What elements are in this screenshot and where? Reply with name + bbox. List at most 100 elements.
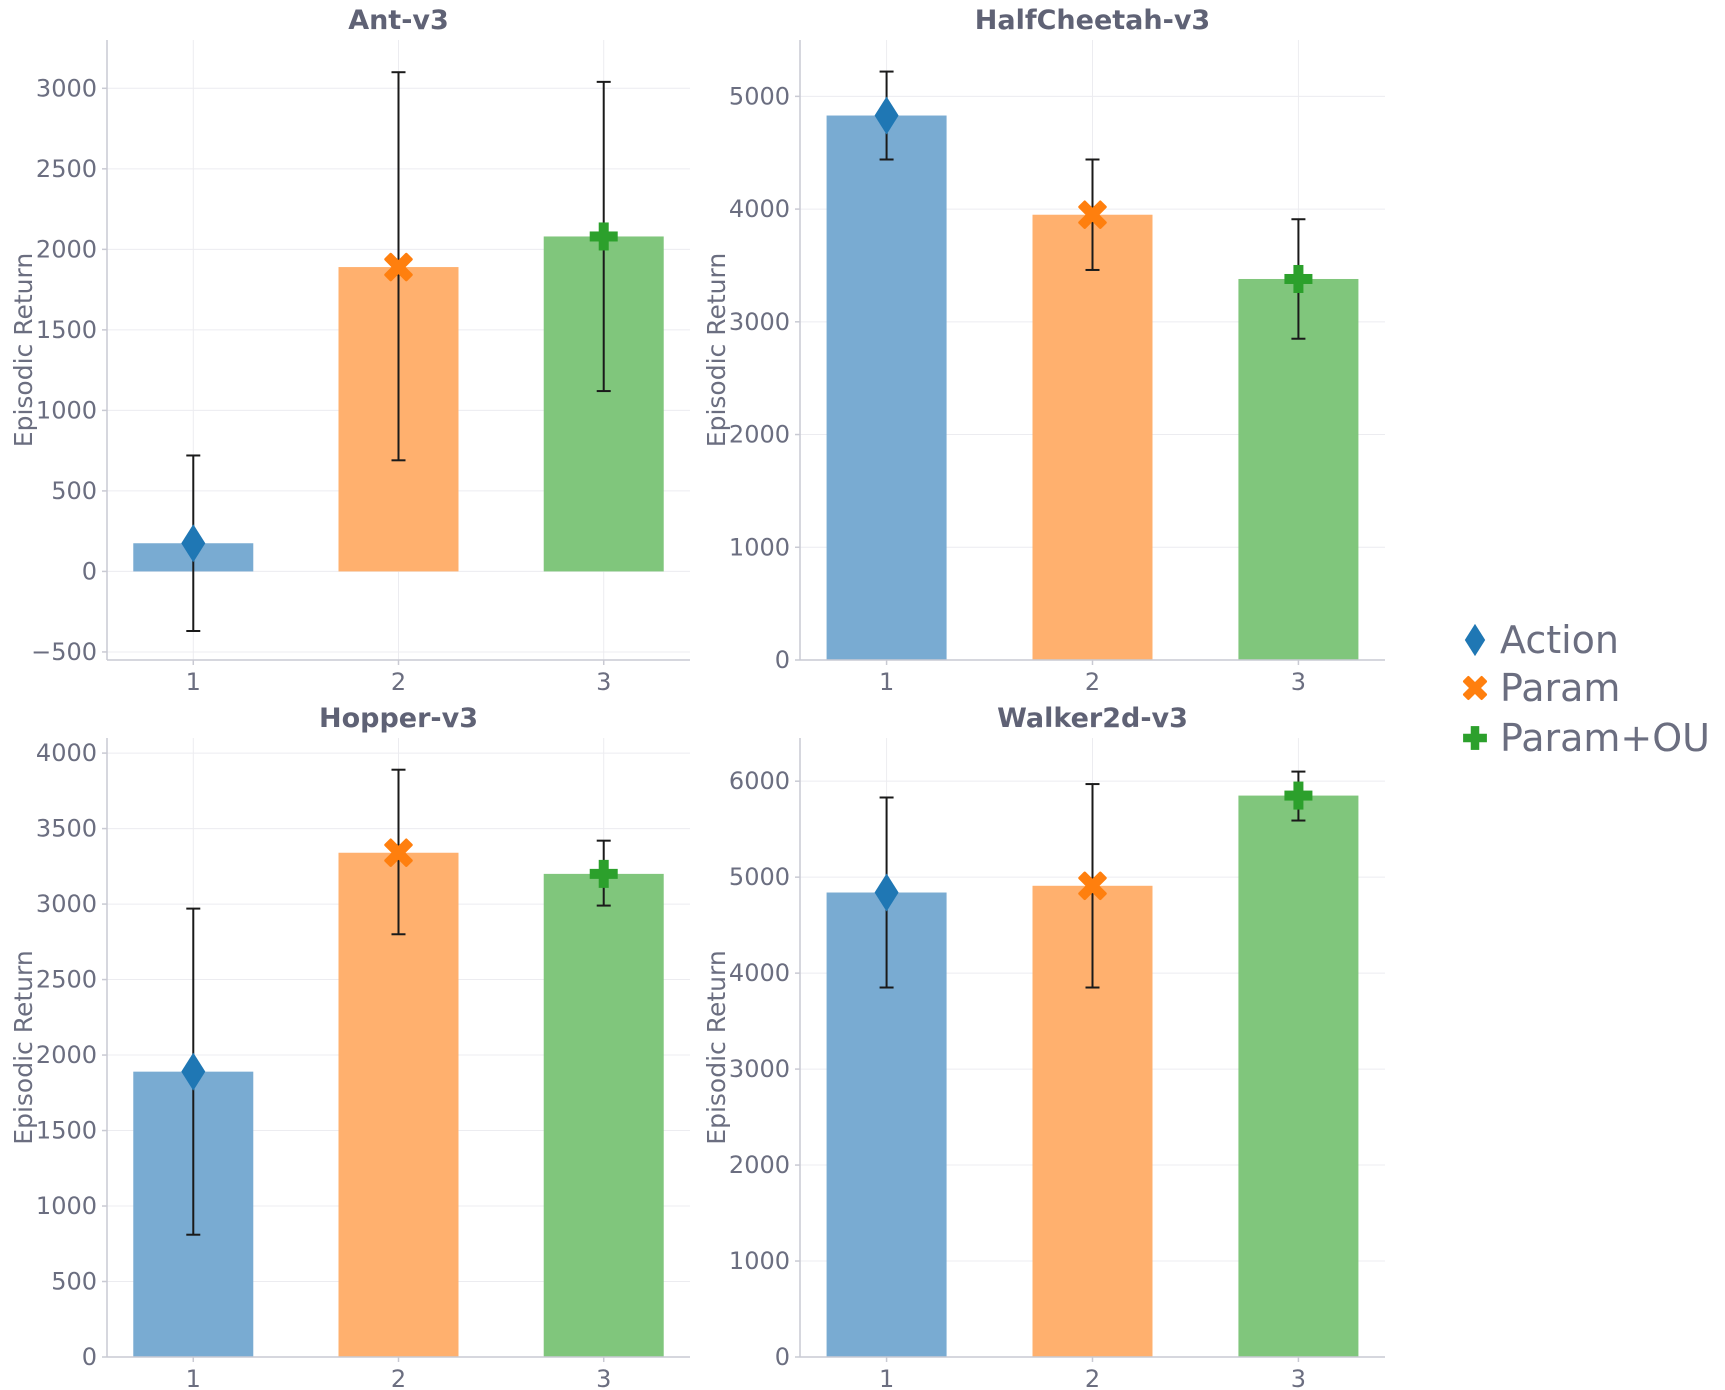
subplot-walker2d: 0 1000 2000 3000 4000 5000 6000 1 2 3 Walker2d-v3…: [702, 703, 1385, 1390]
marker-walker2d-3: [1284, 781, 1313, 810]
ytick-label-walker2d-3: 3000: [729, 1055, 790, 1083]
title-walker2d: Walker2d-v3: [997, 703, 1188, 734]
marker-hopper-2-stroke-b: [384, 838, 413, 867]
ytick-label-hopper-3: 1500: [36, 1117, 97, 1145]
legend-label-action: Action: [1500, 618, 1619, 662]
legend-label-param: Param: [1500, 666, 1620, 710]
ytick-label-halfcheetah-3: 3000: [729, 308, 790, 336]
marker-walker2d-2: [1078, 871, 1107, 901]
xtick-label-hopper-0: 1: [186, 1365, 201, 1390]
ytick-label-halfcheetah-1: 1000: [729, 533, 790, 561]
legend-plus-shape-stroke-b: [1470, 726, 1480, 750]
marker-hopper-3: [589, 859, 618, 888]
subplot-hopper: 0 500 1000 1500 2000 2500 3000 3500 4000 1 2 3 Hopp…: [9, 703, 690, 1390]
ytick-label-hopper-7: 3500: [36, 815, 97, 843]
marker-ant-2-stroke-b: [384, 252, 413, 282]
ytick-label-halfcheetah-0: 0: [775, 646, 790, 674]
markers-hopper: [181, 838, 618, 1091]
ytick-label-walker2d-0: 0: [775, 1343, 790, 1371]
ticks-walker2d: 0 1000 2000 3000 4000 5000 6000 1 2 3: [729, 767, 1306, 1390]
markers-walker2d: [874, 781, 1313, 912]
legend-x-shape: [1462, 675, 1488, 701]
ytick-label-ant-0: −500: [31, 638, 97, 666]
xtick-label-ant-2: 3: [596, 668, 611, 696]
ytick-label-walker2d-2: 2000: [729, 1151, 790, 1179]
marker-hopper-1: [181, 1052, 206, 1091]
ytick-label-halfcheetah-4: 4000: [729, 195, 790, 223]
ytick-label-walker2d-4: 4000: [729, 959, 790, 987]
ticks-halfcheetah: 0 1000 2000 3000 4000 5000 1 2 3: [729, 82, 1306, 696]
ytick-label-walker2d-6: 6000: [729, 767, 790, 795]
marker-ant-3-stroke-b: [598, 222, 609, 251]
ytick-label-ant-7: 3000: [36, 74, 97, 102]
ytick-label-walker2d-1: 1000: [729, 1247, 790, 1275]
ytick-label-walker2d-5: 5000: [729, 863, 790, 891]
marker-ant-2: [384, 252, 413, 282]
marker-walker2d-2-stroke-b: [1078, 871, 1107, 901]
legend-diamond-shape: [1464, 623, 1486, 657]
bars-halfcheetah: [826, 115, 1359, 660]
legend-label-param-ou: Param+OU: [1500, 716, 1710, 760]
legend-marker-param-ou: [1463, 726, 1487, 750]
xtick-label-ant-0: 1: [186, 668, 201, 696]
marker-hopper-2: [384, 838, 413, 867]
title-halfcheetah: HalfCheetah-v3: [975, 5, 1210, 36]
ylabel-hopper: Episodic Return: [9, 950, 38, 1144]
ytick-label-ant-4: 1500: [36, 316, 97, 344]
bar-hopper-3: [543, 873, 664, 1357]
ticks-hopper: 0 500 1000 1500 2000 2500 3000 3500 4000 1 2 3: [36, 739, 611, 1390]
ytick-label-hopper-1: 500: [51, 1268, 97, 1296]
ylabel-halfcheetah: Episodic Return: [702, 253, 731, 447]
markers-ant: [181, 222, 618, 563]
ytick-label-ant-1: 0: [82, 557, 97, 585]
ticks-ant: −500 0 500 1000 1500 2000 2500 3000 1 2 3: [31, 74, 611, 696]
ytick-label-ant-6: 2500: [36, 155, 97, 183]
bars-hopper: [133, 852, 664, 1357]
ytick-label-hopper-2: 1000: [36, 1192, 97, 1220]
subplot-ant: −500 0 500 1000 1500 2000 2500 3000 1 2 3 Ant-v3 E…: [9, 5, 690, 696]
marker-hopper-3-stroke-b: [598, 859, 609, 888]
xtick-label-walker2d-1: 2: [1085, 1365, 1100, 1390]
xtick-label-walker2d-2: 3: [1291, 1365, 1306, 1390]
title-hopper: Hopper-v3: [319, 703, 478, 734]
bar-halfcheetah-1: [826, 115, 947, 660]
xtick-label-ant-1: 2: [391, 668, 406, 696]
bar-hopper-2: [338, 852, 459, 1357]
markers-halfcheetah: [874, 96, 1313, 293]
ytick-label-halfcheetah-5: 5000: [729, 82, 790, 110]
ytick-label-hopper-4: 2000: [36, 1041, 97, 1069]
ytick-label-halfcheetah-2: 2000: [729, 421, 790, 449]
ytick-label-hopper-5: 2500: [36, 966, 97, 994]
legend: Action Param Param+OU: [1462, 618, 1710, 760]
marker-ant-1: [181, 524, 206, 563]
xtick-label-hopper-1: 2: [391, 1365, 406, 1390]
marker-halfcheetah-2-stroke-b: [1078, 200, 1107, 229]
title-ant: Ant-v3: [348, 5, 449, 36]
ylabel-walker2d: Episodic Return: [702, 950, 731, 1144]
bar-halfcheetah-2: [1032, 214, 1153, 660]
ytick-label-hopper-6: 3000: [36, 890, 97, 918]
marker-halfcheetah-3-stroke-b: [1293, 264, 1304, 293]
legend-x-shape-stroke-b: [1462, 675, 1488, 701]
legend-plus-shape: [1463, 726, 1487, 750]
legend-marker-action: [1464, 623, 1486, 657]
marker-ant-3: [589, 222, 618, 251]
xtick-label-halfcheetah-1: 2: [1085, 668, 1100, 696]
marker-walker2d-3-stroke-b: [1293, 781, 1304, 810]
ytick-label-ant-5: 2000: [36, 235, 97, 263]
marker-walker2d-1: [874, 873, 899, 912]
ytick-label-ant-3: 1000: [36, 396, 97, 424]
marker-halfcheetah-2: [1078, 200, 1107, 229]
bar-halfcheetah-3: [1238, 278, 1359, 660]
ytick-label-hopper-8: 4000: [36, 739, 97, 767]
ylabel-ant: Episodic Return: [9, 253, 38, 447]
xtick-label-halfcheetah-0: 1: [879, 668, 894, 696]
ytick-label-hopper-0: 0: [82, 1343, 97, 1371]
ytick-label-ant-2: 500: [51, 477, 97, 505]
xtick-label-halfcheetah-2: 3: [1291, 668, 1306, 696]
xtick-label-walker2d-0: 1: [879, 1365, 894, 1390]
marker-halfcheetah-3: [1284, 264, 1313, 293]
marker-halfcheetah-1: [874, 96, 899, 135]
